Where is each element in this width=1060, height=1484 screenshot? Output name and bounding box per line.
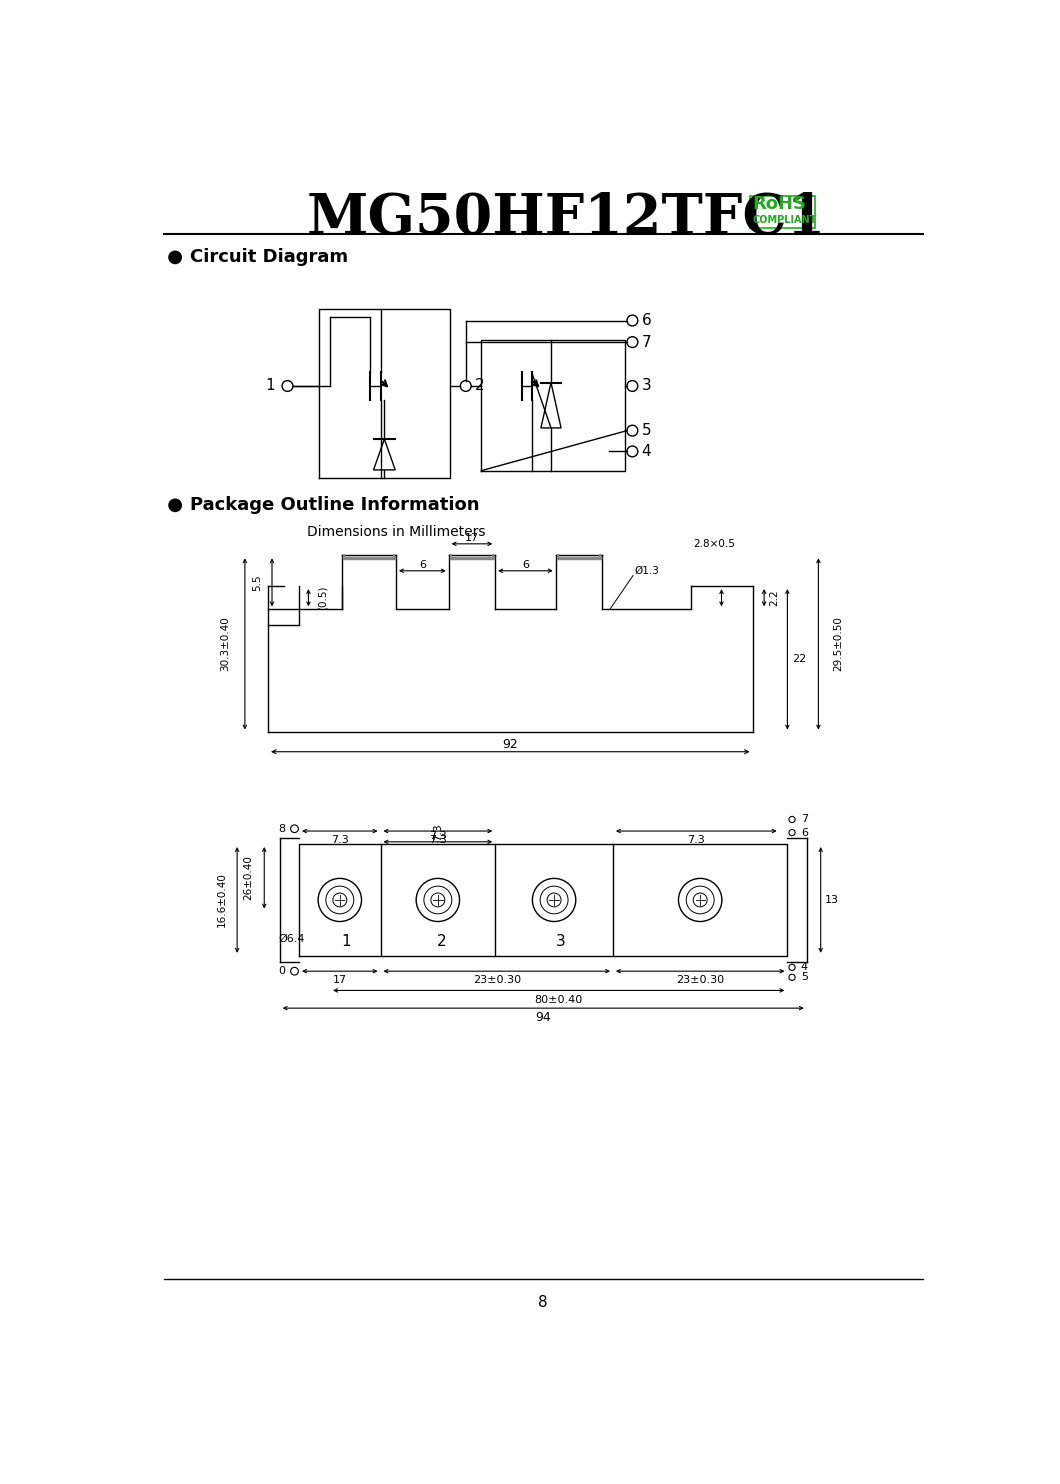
Text: 94: 94 — [535, 1011, 551, 1024]
Text: 22: 22 — [792, 654, 806, 665]
Text: 4: 4 — [641, 444, 651, 459]
Text: 23±0.30: 23±0.30 — [473, 975, 520, 985]
Text: 92: 92 — [502, 738, 518, 751]
Text: 7.3: 7.3 — [429, 831, 446, 841]
Text: 29.5±0.50: 29.5±0.50 — [833, 616, 843, 671]
Text: 80±0.40: 80±0.40 — [534, 994, 583, 1005]
Text: Dimensions in Millimeters: Dimensions in Millimeters — [307, 525, 485, 539]
Text: 6: 6 — [522, 561, 529, 570]
Text: 3: 3 — [641, 378, 651, 393]
Circle shape — [169, 251, 181, 264]
Text: 13: 13 — [825, 895, 838, 905]
Text: 7.3: 7.3 — [432, 824, 443, 841]
Text: 17: 17 — [333, 975, 347, 985]
Text: 5: 5 — [641, 423, 651, 438]
Text: 7.3: 7.3 — [429, 835, 446, 846]
Text: (0.5): (0.5) — [317, 586, 328, 610]
Text: 1: 1 — [266, 378, 276, 393]
Text: 17: 17 — [465, 533, 479, 543]
Text: 6: 6 — [419, 561, 426, 570]
Text: 6: 6 — [641, 313, 651, 328]
Text: 0: 0 — [279, 966, 285, 976]
Text: 5: 5 — [801, 972, 808, 982]
Text: Package Outline Information: Package Outline Information — [190, 496, 479, 515]
Text: 30.3±0.40: 30.3±0.40 — [220, 616, 230, 671]
Text: 6: 6 — [801, 828, 808, 837]
Text: 3: 3 — [555, 935, 565, 950]
Text: 2.2: 2.2 — [770, 589, 779, 605]
Text: 7: 7 — [641, 334, 651, 350]
Text: 4: 4 — [801, 962, 808, 972]
Text: 2: 2 — [475, 378, 484, 393]
Circle shape — [169, 499, 181, 512]
Text: 5.5: 5.5 — [252, 574, 262, 591]
Text: 8: 8 — [279, 824, 285, 834]
Text: 1: 1 — [341, 935, 351, 950]
Text: 2.8×0.5: 2.8×0.5 — [693, 539, 735, 549]
Text: RoHS: RoHS — [753, 196, 807, 214]
Text: Ø6.4: Ø6.4 — [278, 933, 304, 944]
Text: 2: 2 — [437, 935, 446, 950]
Text: 7.3: 7.3 — [688, 835, 705, 846]
Text: 8: 8 — [538, 1294, 548, 1310]
Text: Ø1.3: Ø1.3 — [635, 565, 659, 576]
Text: COMPLIANT: COMPLIANT — [753, 215, 817, 224]
Text: 23±0.30: 23±0.30 — [676, 975, 724, 985]
Text: 7.3: 7.3 — [331, 835, 349, 846]
Text: 16.6±0.40: 16.6±0.40 — [216, 873, 227, 928]
Text: Circuit Diagram: Circuit Diagram — [190, 248, 348, 267]
Text: MG50HF12TFC1: MG50HF12TFC1 — [307, 190, 826, 246]
Text: 26±0.40: 26±0.40 — [244, 855, 253, 901]
Text: 7: 7 — [801, 815, 808, 825]
